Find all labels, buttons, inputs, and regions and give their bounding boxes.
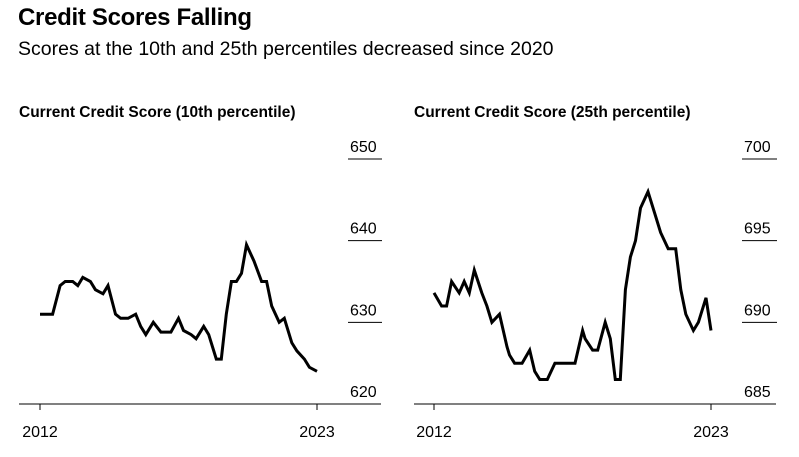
chart2-panel-title: Current Credit Score (25th percentile) <box>414 104 690 121</box>
chart2-y-tick-label: 700 <box>744 139 771 156</box>
chart2-series-line <box>432 187 713 381</box>
chart1-y-tick-label: 650 <box>350 139 377 156</box>
chart1-panel-title: Current Credit Score (10th percentile) <box>19 104 295 121</box>
chart1-y-tick-label: 620 <box>350 384 377 401</box>
chart1-x-tick-label: 2023 <box>299 424 335 441</box>
chart2-y-tick-label: 695 <box>744 221 771 238</box>
chart1-y-tick-label: 640 <box>350 221 377 238</box>
chart-title: Credit Scores Falling <box>18 4 252 31</box>
chart2-x-tick-label: 2023 <box>693 424 729 441</box>
chart2-y-tick-label: 685 <box>744 384 771 401</box>
chart2-y-tick-label: 690 <box>744 302 771 319</box>
chart1-y-tick-label: 630 <box>350 302 377 319</box>
chart-subtitle: Scores at the 10th and 25th percentiles … <box>18 38 554 60</box>
chart2-x-tick-label: 2012 <box>416 424 452 441</box>
chart1-series-line <box>40 239 318 373</box>
chart1-x-tick-label: 2012 <box>22 424 58 441</box>
